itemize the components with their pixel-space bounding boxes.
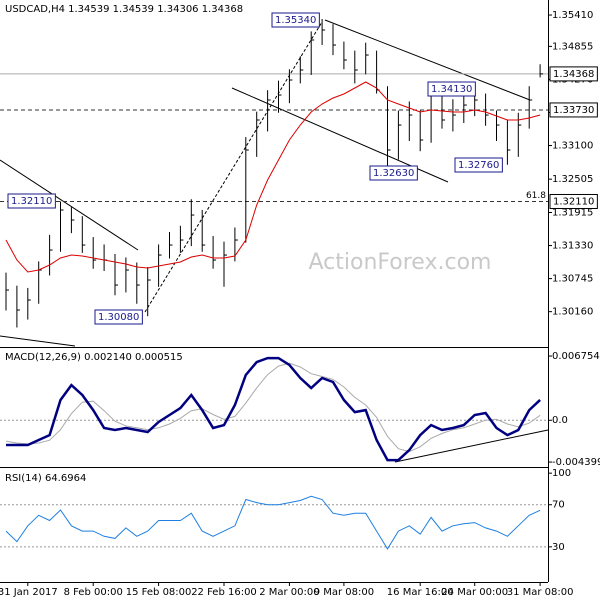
trend-line — [0, 335, 76, 347]
annotation-text: 1.34130 — [431, 84, 472, 95]
annotation-text: 1.32760 — [458, 160, 499, 171]
annotation: 1.32630 — [369, 165, 418, 181]
y-tick-label: 1.33100 — [552, 141, 593, 152]
level-label-box — [549, 102, 598, 118]
watermark: ActionForex.com — [309, 250, 492, 275]
annotation-box — [369, 165, 418, 181]
y-tick-label: 70 — [552, 500, 565, 511]
bars — [5, 18, 544, 328]
trend-line — [144, 21, 323, 313]
annotation: 1.30080 — [94, 309, 143, 325]
annotation-text: 1.32110 — [11, 196, 52, 207]
annotation-text: 1.35340 — [275, 15, 316, 26]
x-tick-label: 2 Mar 00:00 — [259, 587, 319, 598]
level-label-text: 1.34368 — [553, 69, 594, 80]
y-tick-label: 1.32505 — [552, 174, 593, 185]
trend-line — [324, 19, 531, 101]
chart-title: USDCAD,H4 1.34539 1.34539 1.34306 1.3436… — [5, 4, 243, 15]
series-line — [5, 495, 541, 550]
moving-average — [5, 81, 541, 273]
annotation: 1.32760 — [454, 157, 503, 173]
y-tick-label: 1.34855 — [552, 41, 593, 52]
level-label: 1.33730 — [549, 102, 598, 118]
x-tick-label: 15 Feb 08:00 — [126, 587, 192, 598]
y-tick-label: 1.31330 — [552, 241, 593, 252]
annotation: 1.34130 — [427, 81, 476, 97]
level-label-text: 1.32110 — [553, 196, 594, 207]
frame — [0, 0, 549, 583]
x-tick-label: 31 Mar 08:00 — [507, 587, 574, 598]
y-tick-label: 1.30160 — [552, 307, 593, 318]
trend-line — [0, 159, 139, 251]
x-tick-label: 24 Mar 00:00 — [441, 587, 508, 598]
x-tick-label: 22 Feb 16:00 — [191, 587, 257, 598]
trend-line — [394, 429, 549, 463]
annotation-text: 1.32630 — [373, 168, 414, 179]
annotation-box — [94, 309, 143, 325]
y-tick-label: 30 — [552, 542, 565, 553]
series-line — [5, 362, 541, 453]
annotation-box — [271, 12, 320, 28]
panel-title: RSI(14) 64.6964 — [5, 473, 86, 484]
y-tick-label: 1.31915 — [552, 208, 593, 219]
level-label: 1.32110 — [549, 193, 598, 209]
annotation: 1.32110 — [7, 193, 56, 209]
x-tick-label: 31 Jan 2017 — [0, 587, 58, 598]
y-tick-label: 100 — [552, 468, 571, 479]
fib-label: 61.8 — [526, 191, 546, 201]
level-label-box — [549, 193, 598, 209]
y-tick-label: 0.006754 — [552, 351, 600, 362]
level-label-text: 1.33730 — [553, 105, 594, 116]
panel-title: MACD(12,26,9) 0.002140 0.000515 — [5, 352, 183, 363]
y-tick-label: 1.30745 — [552, 274, 593, 285]
y-tick-label: 0.0 — [552, 415, 568, 426]
y-tick-label: -0.004399 — [552, 457, 600, 468]
level-label: 1.34368 — [549, 66, 598, 82]
annotation-box — [427, 81, 476, 97]
annotation: 1.35340 — [271, 12, 320, 28]
level-label-box — [549, 66, 598, 82]
annotation-box — [7, 193, 56, 209]
series-line — [6, 356, 541, 462]
annotation-text: 1.30080 — [98, 312, 139, 323]
annotation-box — [454, 157, 503, 173]
x-tick-label: 9 Mar 08:00 — [314, 587, 374, 598]
x-tick-label: 8 Feb 00:00 — [64, 587, 123, 598]
y-tick-label: 1.35410 — [552, 10, 593, 21]
x-tick-label: 16 Mar 16:00 — [387, 587, 454, 598]
